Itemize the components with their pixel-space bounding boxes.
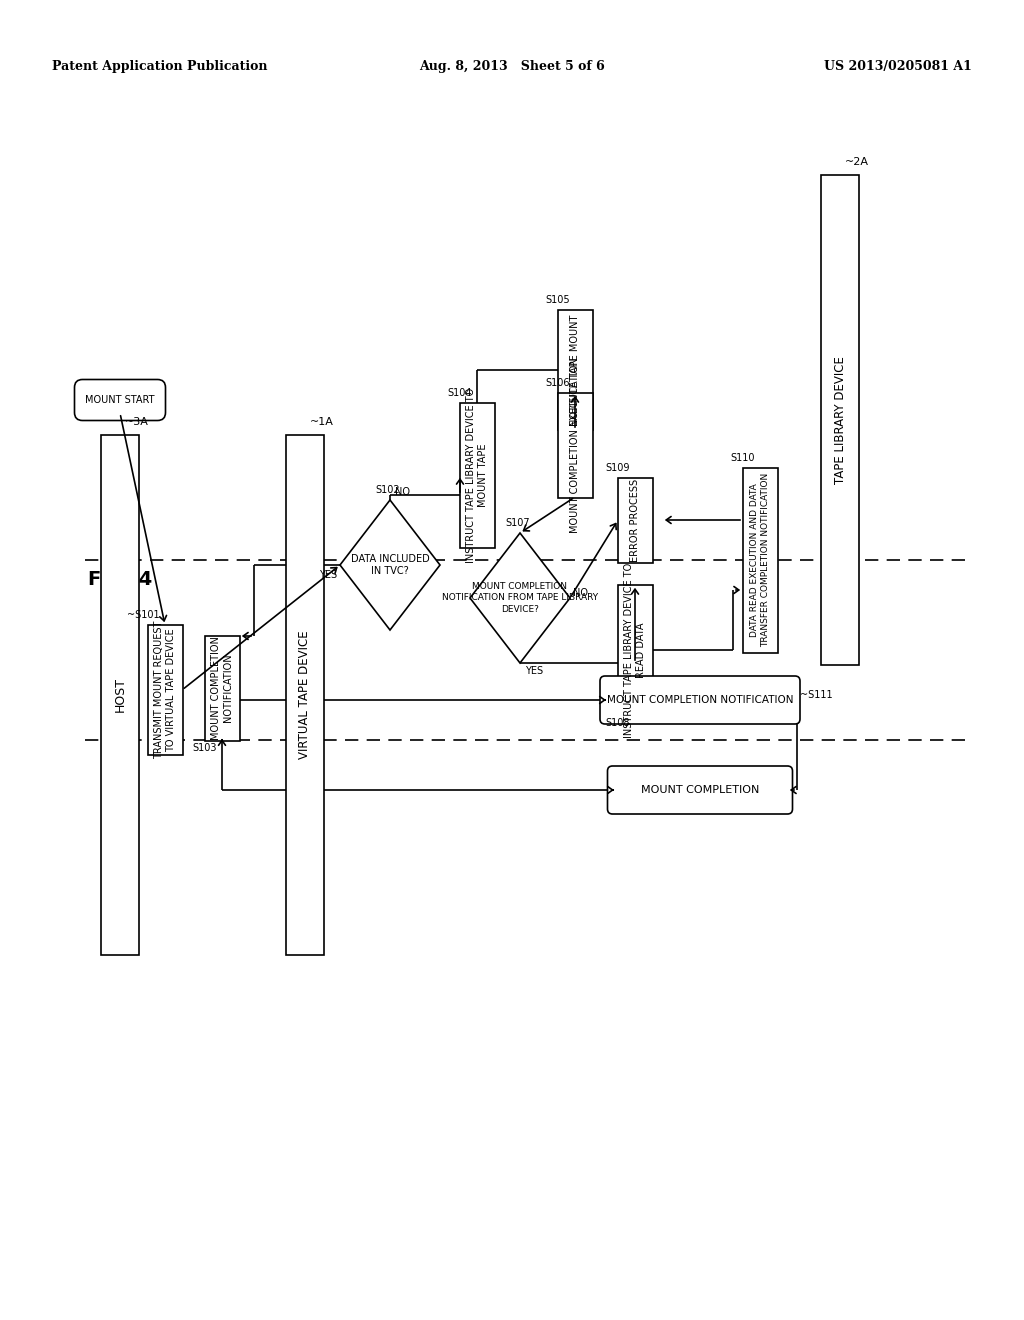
Bar <box>101 436 139 954</box>
Text: NO: NO <box>573 587 588 598</box>
FancyBboxPatch shape <box>607 766 793 814</box>
Text: TAPE LIBRARY DEVICE: TAPE LIBRARY DEVICE <box>834 356 847 484</box>
Text: US 2013/0205081 A1: US 2013/0205081 A1 <box>824 59 972 73</box>
Bar <box>557 310 593 430</box>
Bar <box>557 392 593 498</box>
Text: ~S101: ~S101 <box>127 610 160 620</box>
Bar <box>286 436 324 954</box>
Text: INSTRUCT TAPE LIBRARY DEVICE TO
READ DATA: INSTRUCT TAPE LIBRARY DEVICE TO READ DAT… <box>624 562 646 738</box>
Bar <box>821 176 859 665</box>
Text: S106: S106 <box>546 378 570 388</box>
Text: S102: S102 <box>375 484 399 495</box>
Bar <box>742 467 777 652</box>
Text: Patent Application Publication: Patent Application Publication <box>52 59 267 73</box>
Text: MOUNT COMPLETION
NOTIFICATION FROM TAPE LIBRARY
DEVICE?: MOUNT COMPLETION NOTIFICATION FROM TAPE … <box>442 582 598 614</box>
Text: MOUNT COMPLETION NOTIFICATION: MOUNT COMPLETION NOTIFICATION <box>607 696 794 705</box>
Text: ~2A: ~2A <box>845 157 869 168</box>
Text: Aug. 8, 2013   Sheet 5 of 6: Aug. 8, 2013 Sheet 5 of 6 <box>419 59 605 73</box>
Text: S107: S107 <box>505 517 529 528</box>
Text: S110: S110 <box>730 453 755 463</box>
Bar <box>617 585 652 715</box>
Text: VIRTUAL TAPE DEVICE: VIRTUAL TAPE DEVICE <box>299 631 311 759</box>
Text: S104: S104 <box>447 388 472 399</box>
Text: EXECUTE TAPE MOUNT: EXECUTE TAPE MOUNT <box>570 314 580 425</box>
Text: INSTRUCT TAPE LIBRARY DEVICE TO
MOUNT TAPE: INSTRUCT TAPE LIBRARY DEVICE TO MOUNT TA… <box>466 387 488 562</box>
Bar <box>617 478 652 562</box>
Text: ERROR PROCESS: ERROR PROCESS <box>630 478 640 561</box>
Text: S103: S103 <box>193 743 217 752</box>
Text: MOUNT COMPLETION NOTIFICATION: MOUNT COMPLETION NOTIFICATION <box>570 358 580 533</box>
FancyBboxPatch shape <box>600 676 800 723</box>
Text: YES: YES <box>525 667 543 676</box>
Text: YES: YES <box>318 570 337 579</box>
Text: HOST: HOST <box>114 677 127 713</box>
Text: NO: NO <box>395 487 410 498</box>
Text: FIG. 4: FIG. 4 <box>88 570 153 589</box>
Text: ~1A: ~1A <box>310 417 334 426</box>
Text: S105: S105 <box>546 294 570 305</box>
Bar <box>460 403 495 548</box>
Text: ~S111: ~S111 <box>800 690 833 700</box>
Text: DATA INCLUDED
IN TVC?: DATA INCLUDED IN TVC? <box>350 554 429 577</box>
Text: MOUNT COMPLETION: MOUNT COMPLETION <box>641 785 759 795</box>
Text: S109: S109 <box>605 463 630 473</box>
Text: TRANSMIT MOUNT REQUEST
TO VIRTUAL TAPE DEVICE: TRANSMIT MOUNT REQUEST TO VIRTUAL TAPE D… <box>154 620 176 759</box>
Text: S108: S108 <box>605 718 630 729</box>
Text: MOUNT COMPLETION
NOTIFICATION: MOUNT COMPLETION NOTIFICATION <box>211 636 233 741</box>
Polygon shape <box>340 500 440 630</box>
Bar <box>147 624 182 755</box>
Polygon shape <box>470 533 570 663</box>
Text: MOUNT START: MOUNT START <box>85 395 155 405</box>
Bar <box>205 635 240 741</box>
Text: DATA READ EXECUTION AND DATA
TRANSFER COMPLETION NOTIFICATION: DATA READ EXECUTION AND DATA TRANSFER CO… <box>750 473 770 647</box>
Text: ~3A: ~3A <box>125 417 148 426</box>
FancyBboxPatch shape <box>75 380 166 421</box>
